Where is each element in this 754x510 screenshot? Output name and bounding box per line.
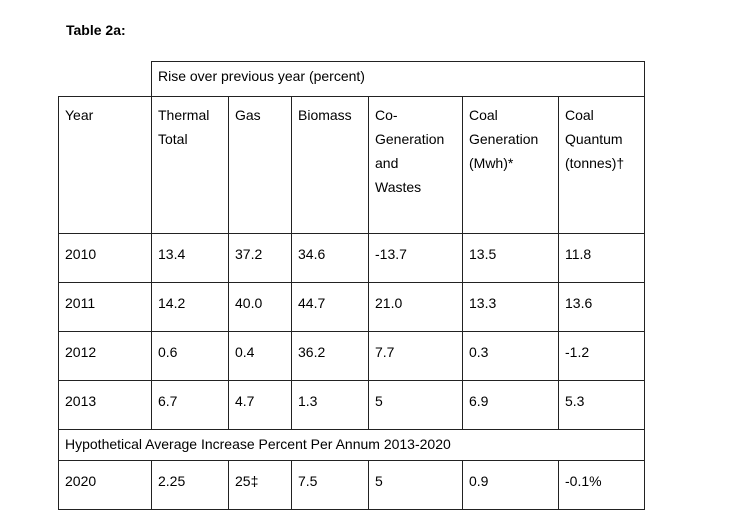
data-table: Rise over previous year (percent) Year T… — [58, 61, 645, 510]
table-caption: Table 2a: — [66, 22, 126, 38]
rise-header: Rise over previous year (percent) — [151, 61, 645, 97]
table-cell: 13.3 — [462, 282, 559, 332]
table-cell: -0.1% — [558, 460, 645, 510]
column-header-row: Year Thermal Total Gas Biomass Co- Gener… — [58, 96, 645, 234]
table-cell: 0.9 — [462, 460, 559, 510]
rise-header-row: Rise over previous year (percent) — [58, 61, 645, 97]
table-cell: 13.5 — [462, 233, 559, 283]
table-row: 2012 0.6 0.4 36.2 7.7 0.3 -1.2 — [58, 331, 645, 381]
col-header-cogeneration: Co- Generation and Wastes — [368, 96, 463, 234]
col-header-coal-generation: Coal Generation (Mwh)* — [462, 96, 559, 234]
col-header-year: Year — [58, 96, 152, 234]
table-cell: 25‡ — [228, 460, 292, 510]
col-header-line: Co- — [375, 107, 398, 123]
table-cell: 5.3 — [558, 380, 645, 430]
col-header-biomass: Biomass — [291, 96, 369, 234]
table-cell: 6.7 — [151, 380, 229, 430]
table-cell: 0.4 — [228, 331, 292, 381]
col-header-line: (Mwh)* — [469, 155, 514, 171]
col-header-coal-quantum: Coal Quantum (tonnes)† — [558, 96, 645, 234]
table-cell: 7.7 — [368, 331, 463, 381]
table-cell: 14.2 — [151, 282, 229, 332]
table-row: 2010 13.4 37.2 34.6 -13.7 13.5 11.8 — [58, 233, 645, 283]
table-cell: 44.7 — [291, 282, 369, 332]
col-header-line: Coal — [565, 107, 594, 123]
col-header-line: Thermal — [158, 107, 210, 123]
table-cell: 13.6 — [558, 282, 645, 332]
col-header-year-line: Year — [65, 107, 94, 123]
col-header-line: Generation — [469, 131, 539, 147]
col-header-line: Wastes — [375, 179, 422, 195]
table-cell: 0.6 — [151, 331, 229, 381]
col-header-line: Total — [158, 131, 188, 147]
col-header-line: Generation — [375, 131, 445, 147]
table-cell: 0.3 — [462, 331, 559, 381]
col-header-line: (tonnes)† — [565, 155, 625, 171]
col-header-line: Biomass — [298, 107, 352, 123]
table-cell: 4.7 — [228, 380, 292, 430]
table-cell: 6.9 — [462, 380, 559, 430]
col-header-line: and — [375, 155, 399, 171]
col-header-line: Quantum — [565, 131, 623, 147]
table-cell: 13.4 — [151, 233, 229, 283]
table-cell: 11.8 — [558, 233, 645, 283]
table-cell: 5 — [368, 380, 463, 430]
table-row: 2011 14.2 40.0 44.7 21.0 13.3 13.6 — [58, 282, 645, 332]
table-cell-year: 2020 — [58, 460, 152, 510]
table-cell: 37.2 — [228, 233, 292, 283]
projection-row: 2020 2.25 25‡ 7.5 5 0.9 -0.1% — [58, 460, 645, 510]
table-cell-year: 2010 — [58, 233, 152, 283]
table-cell: -1.2 — [558, 331, 645, 381]
table-row: 2013 6.7 4.7 1.3 5 6.9 5.3 — [58, 380, 645, 430]
table-cell-year: 2011 — [58, 282, 152, 332]
table-cell-year: 2013 — [58, 380, 152, 430]
table-cell: 34.6 — [291, 233, 369, 283]
col-header-line: Coal — [469, 107, 498, 123]
col-header-gas: Gas — [228, 96, 292, 234]
table-cell: 21.0 — [368, 282, 463, 332]
table-cell-year: 2012 — [58, 331, 152, 381]
table-cell: -13.7 — [368, 233, 463, 283]
table-cell: 36.2 — [291, 331, 369, 381]
col-header-line: Gas — [235, 107, 261, 123]
table-cell: 40.0 — [228, 282, 292, 332]
table-cell: 2.25 — [151, 460, 229, 510]
table-cell: 5 — [368, 460, 463, 510]
header-corner — [58, 61, 152, 97]
table-cell: 1.3 — [291, 380, 369, 430]
hypothetical-label: Hypothetical Average Increase Percent Pe… — [58, 429, 645, 461]
col-header-thermal-total: Thermal Total — [151, 96, 229, 234]
hypothetical-row: Hypothetical Average Increase Percent Pe… — [58, 429, 645, 461]
table-cell: 7.5 — [291, 460, 369, 510]
